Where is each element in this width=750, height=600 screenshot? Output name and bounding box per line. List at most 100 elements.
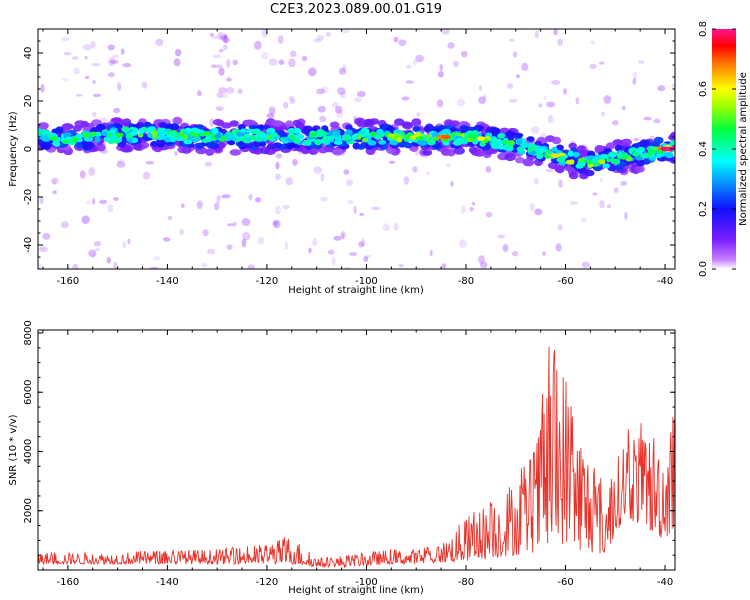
spectrogram-speckle	[336, 109, 343, 118]
spectrogram-speckle	[632, 78, 637, 85]
spectrogram-speckle	[398, 39, 407, 47]
spectrogram-cell	[551, 136, 562, 145]
spectrogram-cell	[120, 145, 132, 153]
spectrogram-speckle	[288, 58, 296, 68]
y-tick-label: -20	[23, 189, 34, 205]
spectrogram-speckle	[285, 177, 293, 186]
spectrogram-speckle	[72, 263, 79, 269]
spectrogram-cell	[641, 153, 649, 159]
spectrogram-cell	[103, 136, 111, 142]
spectrogram-cell	[558, 152, 566, 157]
spectrogram-speckle	[316, 34, 325, 41]
spectrogram-speckle	[599, 177, 603, 182]
spectrogram-speckle	[546, 101, 556, 108]
spectrogram-speckle	[319, 115, 327, 123]
spectrogram-speckle	[611, 120, 619, 126]
spectrogram-cell	[90, 131, 97, 137]
spectrogram-speckle	[52, 180, 57, 186]
spectrogram-speckle	[339, 91, 347, 99]
x-tick-label: -80	[458, 577, 474, 588]
spectrogram-cell	[150, 140, 158, 147]
spectrogram-cell	[183, 139, 193, 145]
snr-panel: -160 -140 -120 -100 -80 -60 -40 2000 4000 6000 80…	[8, 320, 676, 596]
spectrogram-cell	[577, 157, 586, 163]
spectrogram-speckle	[282, 204, 291, 210]
spectrogram-speckle	[149, 266, 159, 269]
spectrogram-speckle	[592, 192, 598, 196]
spectrogram-cell	[302, 139, 310, 145]
spectrogram-speckle	[589, 63, 597, 69]
spectrogram-cell	[75, 133, 83, 139]
chart-title: C2E3.2023.089.00.01.G19	[269, 2, 443, 17]
spectrogram-speckle	[216, 32, 225, 40]
spectrogram-speckle	[221, 37, 230, 43]
spectrogram-cell	[577, 161, 584, 167]
spectrogram-cell	[639, 140, 649, 148]
spectrogram-speckle	[338, 67, 347, 75]
spectrogram-speckle	[348, 251, 358, 257]
x-tick-label: -120	[256, 577, 279, 588]
spectrogram-speckle	[333, 235, 342, 241]
y-tick-label: 6000	[23, 379, 34, 404]
spectrogram-speckle	[216, 91, 224, 99]
spectrogram-speckle	[209, 118, 214, 127]
spectrogram-speckle	[580, 217, 587, 223]
spectrogram-speckle	[210, 64, 217, 69]
spectrogram-cell	[504, 153, 516, 162]
spectrogram-speckle	[241, 218, 251, 226]
spectrogram-speckle	[79, 170, 86, 179]
colorbar-tick-label: 0.8	[698, 21, 709, 37]
spectrogram-speckle	[113, 261, 118, 269]
spectrogram-speckle	[312, 238, 318, 247]
spectrogram-speckle	[553, 29, 558, 36]
snr-series-line	[38, 346, 675, 569]
spectrogram-speckle	[76, 93, 83, 97]
spectrogram-cell	[422, 149, 433, 156]
spectrogram-cell	[259, 146, 271, 155]
spectrogram-speckle	[442, 263, 446, 269]
spectrogram-speckle	[521, 62, 529, 71]
spectrogram-cell	[192, 128, 202, 134]
spectrogram-cell	[597, 159, 606, 165]
spectrogram-cell	[489, 137, 499, 143]
spectrogram-speckle	[471, 201, 475, 206]
spectrogram-cell	[432, 136, 439, 141]
spectrogram-speckle	[91, 252, 96, 259]
x-tick-label: -40	[657, 276, 673, 287]
x-tick-label: -60	[557, 276, 573, 287]
spectrogram-speckle	[81, 215, 90, 224]
spectrogram-cell	[289, 134, 296, 140]
spectrogram-speckle	[382, 223, 390, 232]
spectrogram-speckle	[257, 236, 265, 245]
spectrogram-speckle	[283, 102, 289, 109]
spectrogram-speckle	[292, 158, 298, 166]
spectrogram-cell	[602, 163, 611, 169]
spectrogram-speckle	[502, 244, 509, 252]
spectrogram-cell	[220, 122, 233, 129]
spectrogram-speckle	[221, 194, 231, 199]
spectrogram-speckle	[341, 233, 345, 240]
spectrogram-speckle	[210, 32, 214, 37]
spectrogram-speckle	[347, 199, 354, 205]
spectrogram-speckle	[92, 93, 102, 98]
spectrogram-cell	[236, 131, 244, 137]
spectrogram-speckle	[485, 166, 492, 173]
spectrogram-cell	[417, 135, 425, 141]
spectrogram-speckle	[429, 249, 433, 257]
spectrogram-speckle	[388, 160, 396, 164]
spectrogram-cell	[370, 131, 377, 137]
spectrogram-speckle	[461, 50, 468, 58]
spectrogram-speckle	[223, 44, 228, 51]
y-tick-label: 0	[23, 146, 34, 152]
spectrogram-speckle	[358, 241, 364, 248]
spectrogram-cell	[272, 132, 278, 137]
spectrogram-cell	[526, 136, 535, 142]
spectrogram-cell	[513, 132, 524, 138]
spectrogram-speckle	[599, 199, 605, 209]
spectrogram-cell	[71, 137, 79, 142]
spectrogram-speckle	[127, 238, 131, 245]
spectrogram-cell	[101, 130, 108, 137]
spectrogram-cell	[327, 130, 334, 137]
spectrogram-speckle	[530, 126, 540, 134]
